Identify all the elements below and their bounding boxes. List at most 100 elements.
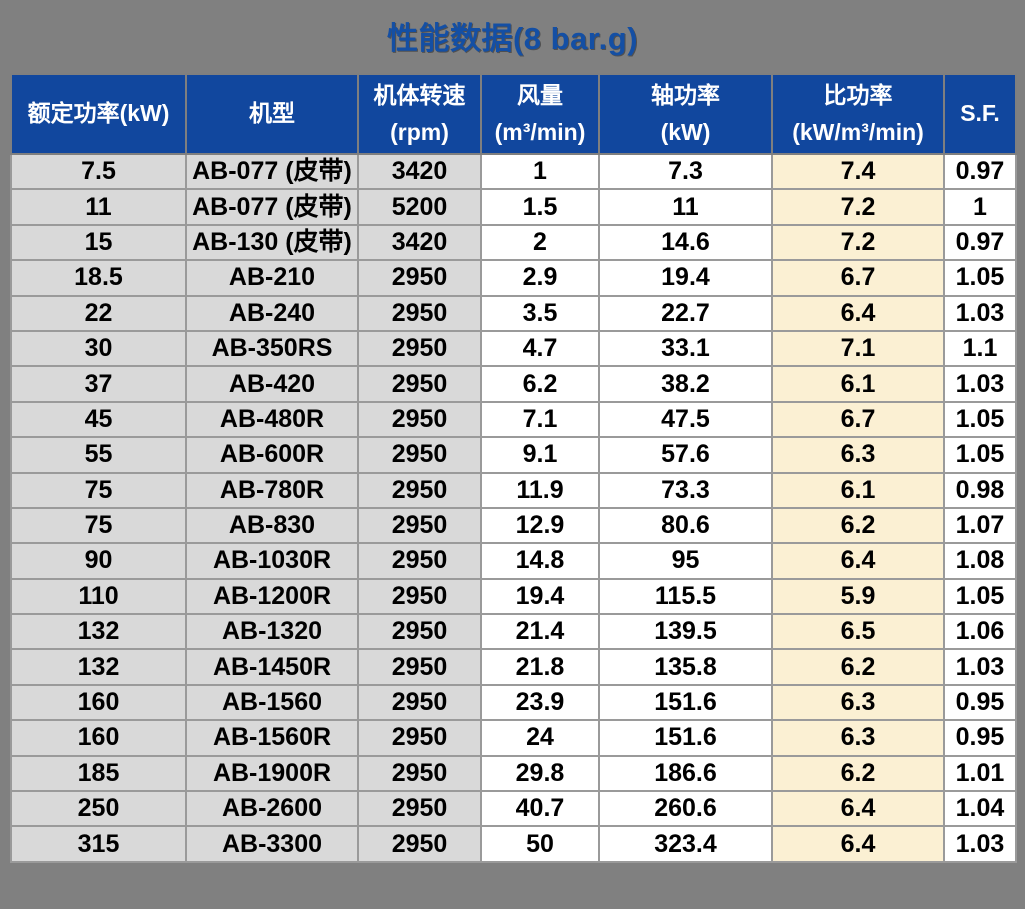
cell-rated-power: 132 (10, 613, 187, 651)
cell-rated-power: 132 (10, 648, 187, 686)
cell-rated-power: 30 (10, 329, 187, 368)
column-header-shaft-power: 轴功率 (kW) (598, 73, 773, 155)
cell-rotor-speed: 2950 (357, 259, 482, 297)
cell-model: AB-1560 (185, 683, 359, 722)
cell-rotor-speed: 2950 (357, 790, 482, 828)
cell-shaft-power: 115.5 (598, 577, 773, 616)
cell-specific-power: 6.2 (771, 754, 945, 793)
cell-model: AB-1450R (185, 648, 359, 686)
cell-air-flow: 3.5 (480, 294, 600, 332)
cell-specific-power: 7.2 (771, 223, 945, 262)
cell-service-factor: 1.05 (943, 436, 1017, 474)
cell-service-factor: 1.05 (943, 400, 1017, 439)
cell-rotor-speed: 2950 (357, 542, 482, 580)
header-row: 额定功率(kW) 机型 机体转速 (rpm) 风量 (m³/min) 轴功率 (kW) 比功率(… (10, 73, 1017, 155)
cell-shaft-power: 14.6 (598, 223, 773, 262)
cell-service-factor: 1.03 (943, 825, 1017, 863)
table-row: 18.5 AB-210 2950 2.9 19.4 6.7 1.05 (10, 259, 1017, 297)
cell-specific-power: 6.2 (771, 648, 945, 686)
cell-rotor-speed: 2950 (357, 754, 482, 793)
cell-air-flow: 11.9 (480, 471, 600, 509)
cell-rated-power: 315 (10, 825, 187, 863)
cell-service-factor: 0.98 (943, 471, 1017, 509)
column-header-service-factor: S.F. (943, 73, 1017, 155)
cell-shaft-power: 151.6 (598, 683, 773, 722)
cell-service-factor: 0.95 (943, 719, 1017, 757)
cell-rotor-speed: 3420 (357, 152, 482, 191)
cell-rotor-speed: 2950 (357, 294, 482, 332)
cell-rotor-speed: 2950 (357, 471, 482, 509)
cell-rated-power: 37 (10, 365, 187, 403)
table-body: 7.5 AB-077 (皮带) 3420 1 7.3 7.4 0.97 11 AB-077 (皮… (10, 152, 1017, 863)
cell-air-flow: 1.5 (480, 188, 600, 226)
cell-specific-power: 6.7 (771, 400, 945, 439)
cell-air-flow: 2.9 (480, 259, 600, 297)
cell-rotor-speed: 2950 (357, 719, 482, 757)
cell-service-factor: 1 (943, 188, 1017, 226)
cell-shaft-power: 38.2 (598, 365, 773, 403)
table-row: 7.5 AB-077 (皮带) 3420 1 7.3 7.4 0.97 (10, 152, 1017, 191)
cell-service-factor: 1.05 (943, 577, 1017, 616)
cell-model: AB-1030R (185, 542, 359, 580)
cell-specific-power: 5.9 (771, 577, 945, 616)
cell-specific-power: 7.2 (771, 188, 945, 226)
table-row: 160 AB-1560 2950 23.9 151.6 6.3 0.95 (10, 683, 1017, 722)
table-header: 额定功率(kW) 机型 机体转速 (rpm) 风量 (m³/min) 轴功率 (kW) 比功率(… (10, 73, 1017, 155)
cell-shaft-power: 323.4 (598, 825, 773, 863)
cell-air-flow: 1 (480, 152, 600, 191)
cell-service-factor: 1.08 (943, 542, 1017, 580)
cell-specific-power: 6.3 (771, 719, 945, 757)
cell-air-flow: 12.9 (480, 506, 600, 545)
performance-table: 额定功率(kW) 机型 机体转速 (rpm) 风量 (m³/min) 轴功率 (kW) 比功率(… (10, 73, 1017, 863)
cell-air-flow: 50 (480, 825, 600, 863)
table-row: 75 AB-780R 2950 11.9 73.3 6.1 0.98 (10, 471, 1017, 509)
cell-specific-power: 6.2 (771, 506, 945, 545)
cell-shaft-power: 73.3 (598, 471, 773, 509)
cell-service-factor: 1.05 (943, 259, 1017, 297)
cell-model: AB-077 (皮带) (185, 188, 359, 226)
cell-model: AB-2600 (185, 790, 359, 828)
cell-specific-power: 6.1 (771, 365, 945, 403)
table-row: 75 AB-830 2950 12.9 80.6 6.2 1.07 (10, 506, 1017, 545)
cell-rotor-speed: 5200 (357, 188, 482, 226)
cell-rotor-speed: 2950 (357, 365, 482, 403)
cell-air-flow: 2 (480, 223, 600, 262)
cell-rated-power: 18.5 (10, 259, 187, 297)
cell-air-flow: 29.8 (480, 754, 600, 793)
cell-shaft-power: 260.6 (598, 790, 773, 828)
cell-rated-power: 7.5 (10, 152, 187, 191)
cell-model: AB-3300 (185, 825, 359, 863)
cell-service-factor: 1.07 (943, 506, 1017, 545)
cell-shaft-power: 47.5 (598, 400, 773, 439)
cell-rotor-speed: 2950 (357, 683, 482, 722)
cell-rotor-speed: 2950 (357, 825, 482, 863)
cell-rated-power: 15 (10, 223, 187, 262)
cell-model: AB-1200R (185, 577, 359, 616)
cell-service-factor: 0.95 (943, 683, 1017, 722)
cell-service-factor: 1.03 (943, 294, 1017, 332)
cell-rated-power: 160 (10, 683, 187, 722)
cell-air-flow: 23.9 (480, 683, 600, 722)
cell-service-factor: 1.03 (943, 648, 1017, 686)
cell-air-flow: 4.7 (480, 329, 600, 368)
cell-rated-power: 185 (10, 754, 187, 793)
cell-specific-power: 6.5 (771, 613, 945, 651)
cell-service-factor: 0.97 (943, 223, 1017, 262)
cell-rotor-speed: 2950 (357, 436, 482, 474)
cell-rated-power: 22 (10, 294, 187, 332)
cell-rated-power: 11 (10, 188, 187, 226)
cell-shaft-power: 19.4 (598, 259, 773, 297)
cell-service-factor: 1.06 (943, 613, 1017, 651)
cell-model: AB-1900R (185, 754, 359, 793)
column-header-specific-power: 比功率 (kW/m³/min) (771, 73, 945, 155)
cell-air-flow: 21.4 (480, 613, 600, 651)
cell-rotor-speed: 2950 (357, 400, 482, 439)
cell-model: AB-830 (185, 506, 359, 545)
cell-specific-power: 6.1 (771, 471, 945, 509)
cell-model: AB-480R (185, 400, 359, 439)
cell-shaft-power: 33.1 (598, 329, 773, 368)
cell-shaft-power: 95 (598, 542, 773, 580)
cell-air-flow: 7.1 (480, 400, 600, 439)
cell-air-flow: 9.1 (480, 436, 600, 474)
cell-model: AB-1560R (185, 719, 359, 757)
